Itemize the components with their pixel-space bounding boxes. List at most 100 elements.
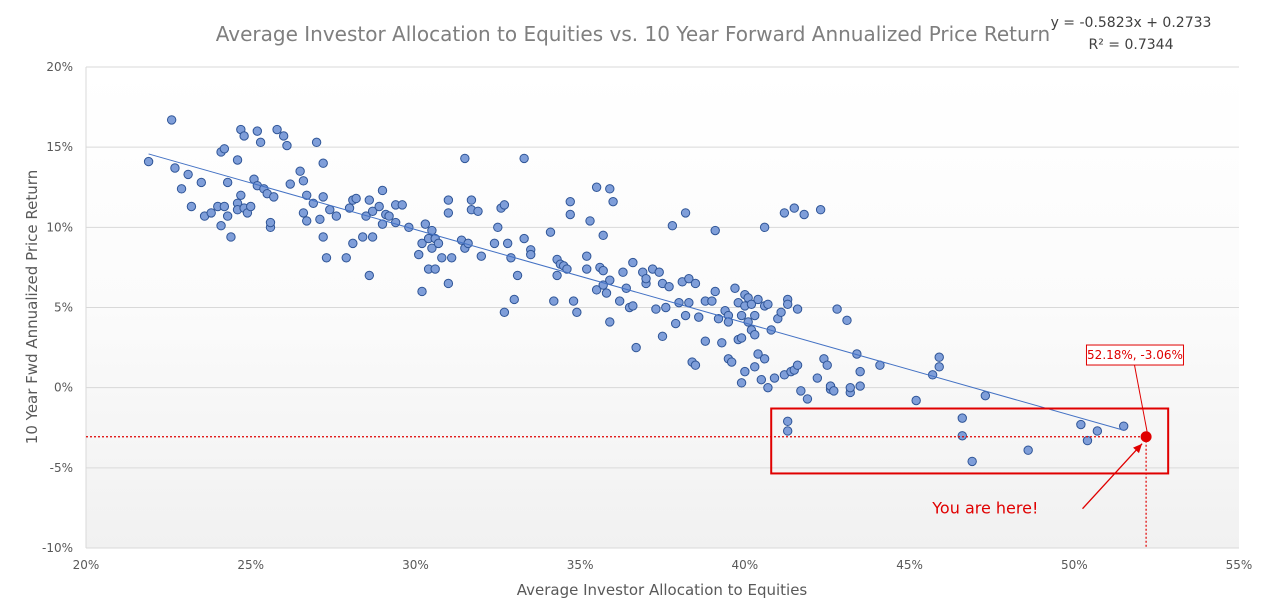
data-point (318, 158, 328, 168)
y-tick-label: 5% (54, 301, 73, 315)
data-point (519, 233, 529, 244)
data-point (1076, 419, 1086, 430)
data-point (255, 137, 266, 148)
data-point (651, 304, 661, 314)
data-point (684, 297, 694, 308)
highlight-annotation: 52.18%, -3.06% You are here! (86, 344, 1184, 548)
data-point (605, 317, 615, 327)
data-point (466, 195, 477, 205)
data-point (684, 273, 694, 284)
data-point (782, 426, 793, 436)
data-point (298, 176, 309, 186)
data-point (822, 360, 832, 370)
data-point (246, 201, 256, 212)
data-point (252, 126, 263, 136)
x-tick-label: 20% (73, 558, 100, 572)
data-point (499, 307, 510, 318)
data-point (694, 312, 704, 322)
data-point (196, 177, 207, 188)
data-point (740, 366, 750, 377)
data-point (443, 208, 454, 218)
data-point (351, 193, 361, 204)
data-point (222, 177, 233, 188)
data-point (295, 166, 305, 176)
data-point (736, 310, 747, 321)
data-point (568, 296, 579, 306)
data-point (183, 169, 193, 180)
data-point (782, 416, 793, 427)
data-point (598, 230, 608, 241)
data-point (605, 184, 615, 194)
data-point (585, 216, 595, 226)
data-point (358, 232, 368, 242)
data-point (384, 211, 394, 221)
data-point (443, 195, 454, 205)
data-point (967, 456, 977, 467)
y-tick-label: -5% (50, 461, 73, 475)
data-point (321, 253, 332, 263)
data-point (812, 373, 823, 383)
data-point (374, 201, 384, 212)
data-point (526, 249, 536, 260)
data-point (493, 222, 503, 233)
data-point (476, 251, 487, 261)
data-point (302, 190, 312, 200)
data-point (364, 195, 375, 205)
data-point (509, 294, 519, 305)
data-point (670, 318, 681, 329)
data-point (367, 206, 378, 217)
data-point (750, 362, 760, 372)
data-point (427, 243, 437, 253)
data-point (239, 131, 249, 141)
data-point (348, 238, 358, 249)
data-point (460, 153, 470, 164)
data-point (614, 296, 625, 306)
data-point (278, 131, 289, 141)
data-point (799, 209, 809, 220)
data-point (957, 413, 967, 423)
data-point (842, 315, 852, 326)
x-tick-label: 30% (402, 558, 429, 572)
data-point (700, 336, 711, 346)
x-tick-label: 55% (1226, 558, 1253, 572)
callout-box (1085, 344, 1184, 366)
data-point (980, 390, 991, 401)
data-point (219, 144, 230, 154)
y-axis-label: 10 Year Fwd Annualized Price Return (23, 170, 41, 444)
data-point (282, 140, 292, 151)
data-point (776, 307, 786, 318)
data-point (397, 200, 407, 210)
data-point (934, 352, 944, 362)
data-point (601, 288, 612, 298)
data-point (318, 192, 328, 202)
highlight-box (770, 407, 1170, 475)
data-point (815, 204, 826, 215)
data-point (934, 362, 944, 372)
data-point (769, 373, 780, 383)
data-point (1082, 435, 1093, 446)
arrow-head (1133, 443, 1143, 454)
data-point (753, 349, 763, 359)
data-point (911, 395, 921, 406)
data-point (713, 314, 724, 324)
data-point (832, 304, 842, 314)
callout-leader (1133, 364, 1148, 432)
data-point (726, 357, 737, 367)
trendline-equation: y = -0.5823x + 0.2733 (1051, 15, 1212, 31)
data-point (736, 378, 747, 388)
data-point (549, 296, 559, 306)
data-point (591, 285, 602, 295)
data-point (582, 264, 592, 274)
data-point (545, 227, 556, 237)
data-point (367, 232, 378, 242)
data-point (845, 382, 855, 393)
you-are-here-note: You are here! (931, 499, 1038, 518)
data-point (680, 208, 691, 218)
data-point (437, 253, 447, 263)
data-point (680, 310, 691, 321)
data-point (565, 209, 575, 220)
data-point (667, 221, 678, 231)
data-point (750, 330, 760, 340)
data-point (789, 203, 799, 213)
